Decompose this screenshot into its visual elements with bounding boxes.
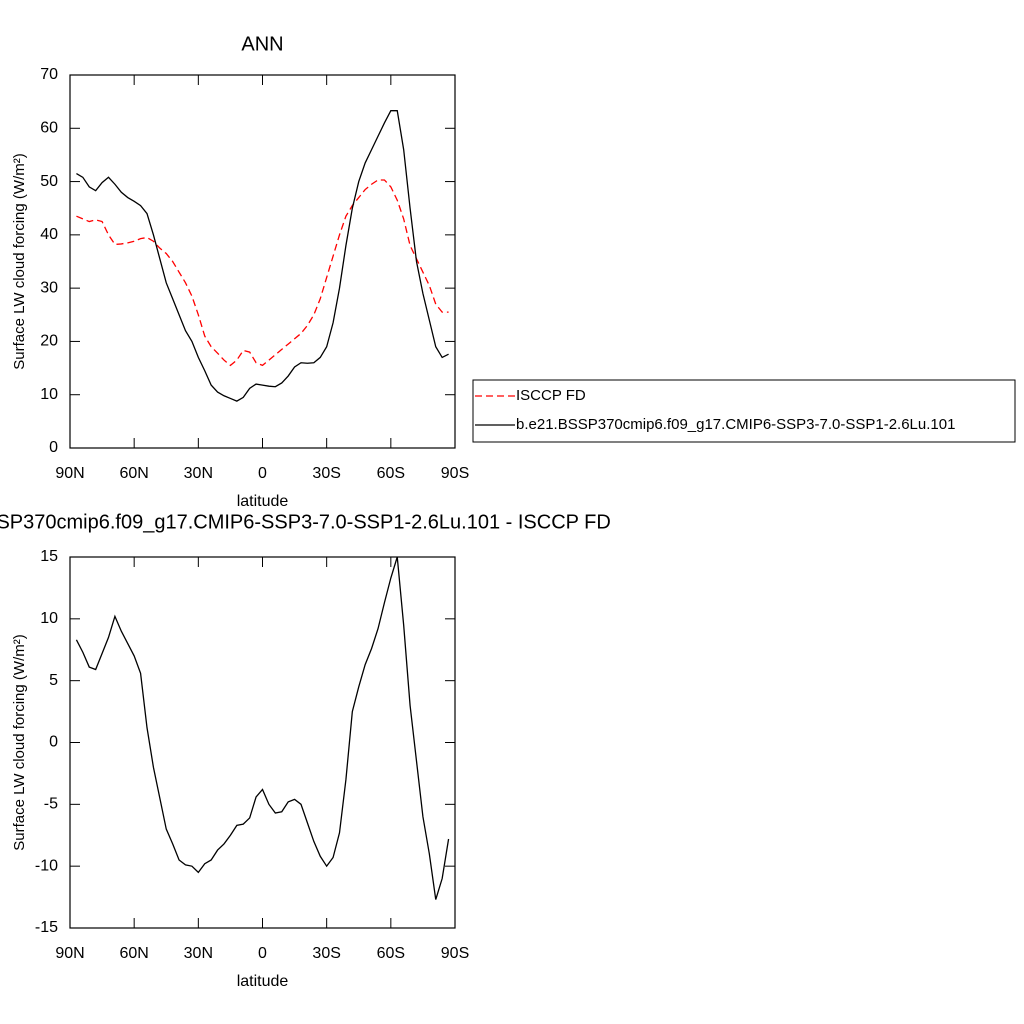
y-axis-label: Surface LW cloud forcing (W/m²) [11,634,28,850]
plot-frame [69,556,456,929]
y-tick-label: 5 [49,672,58,689]
y-tick-label: 0 [49,439,58,456]
x-tick-label: 90N [55,465,84,482]
y-tick-label: -15 [35,919,58,936]
y-tick-label: 40 [40,226,58,243]
legend-frame [472,379,1016,443]
x-tick-label: 60S [377,945,405,962]
x-axis-label: latitude [237,493,289,510]
y-tick-label: 10 [40,610,58,627]
x-tick-label: 0 [258,465,267,482]
x-tick-label: 30N [184,945,213,962]
y-tick-label: -5 [44,796,58,813]
y-tick-label: 50 [40,173,58,190]
y-tick-label: 70 [40,66,58,83]
x-tick-label: 30N [184,465,213,482]
y-tick-label: 30 [40,279,58,296]
y-tick-label: -10 [35,857,58,874]
legend-label: b.e21.BSSP370cmip6.f09_g17.CMIP6-SSP3-7.… [516,416,955,433]
y-tick-label: 0 [49,734,58,751]
y-axis-label: Surface LW cloud forcing (W/m²) [11,153,28,369]
y-tick-label: 60 [40,120,58,137]
plot-frame [69,74,456,449]
x-tick-label: 0 [258,945,267,962]
legend-label: ISCCP FD [516,387,586,404]
chart-title: b.e21.BSSP370cmip6.f09_g17.CMIP6-SSP3-7.… [0,511,611,533]
legend: ISCCP FD b.e21.BSSP370cmip6.f09_g17.CMIP6… [472,379,1016,443]
y-tick-label: 20 [40,333,58,350]
x-tick-label: 90S [441,945,469,962]
x-tick-label: 90N [55,945,84,962]
data-line [76,110,449,402]
x-tick-label: 30S [312,465,340,482]
x-tick-label: 60N [119,465,148,482]
x-tick-label: 30S [312,945,340,962]
y-tick-label: 10 [40,386,58,403]
x-tick-label: 60S [377,465,405,482]
y-tick-label: 15 [40,548,58,565]
x-tick-label: 60N [119,945,148,962]
data-line [76,179,449,367]
x-tick-label: 90S [441,465,469,482]
chart-title: ANN [241,33,283,55]
x-axis-label: latitude [237,973,289,990]
data-line [75,556,450,900]
